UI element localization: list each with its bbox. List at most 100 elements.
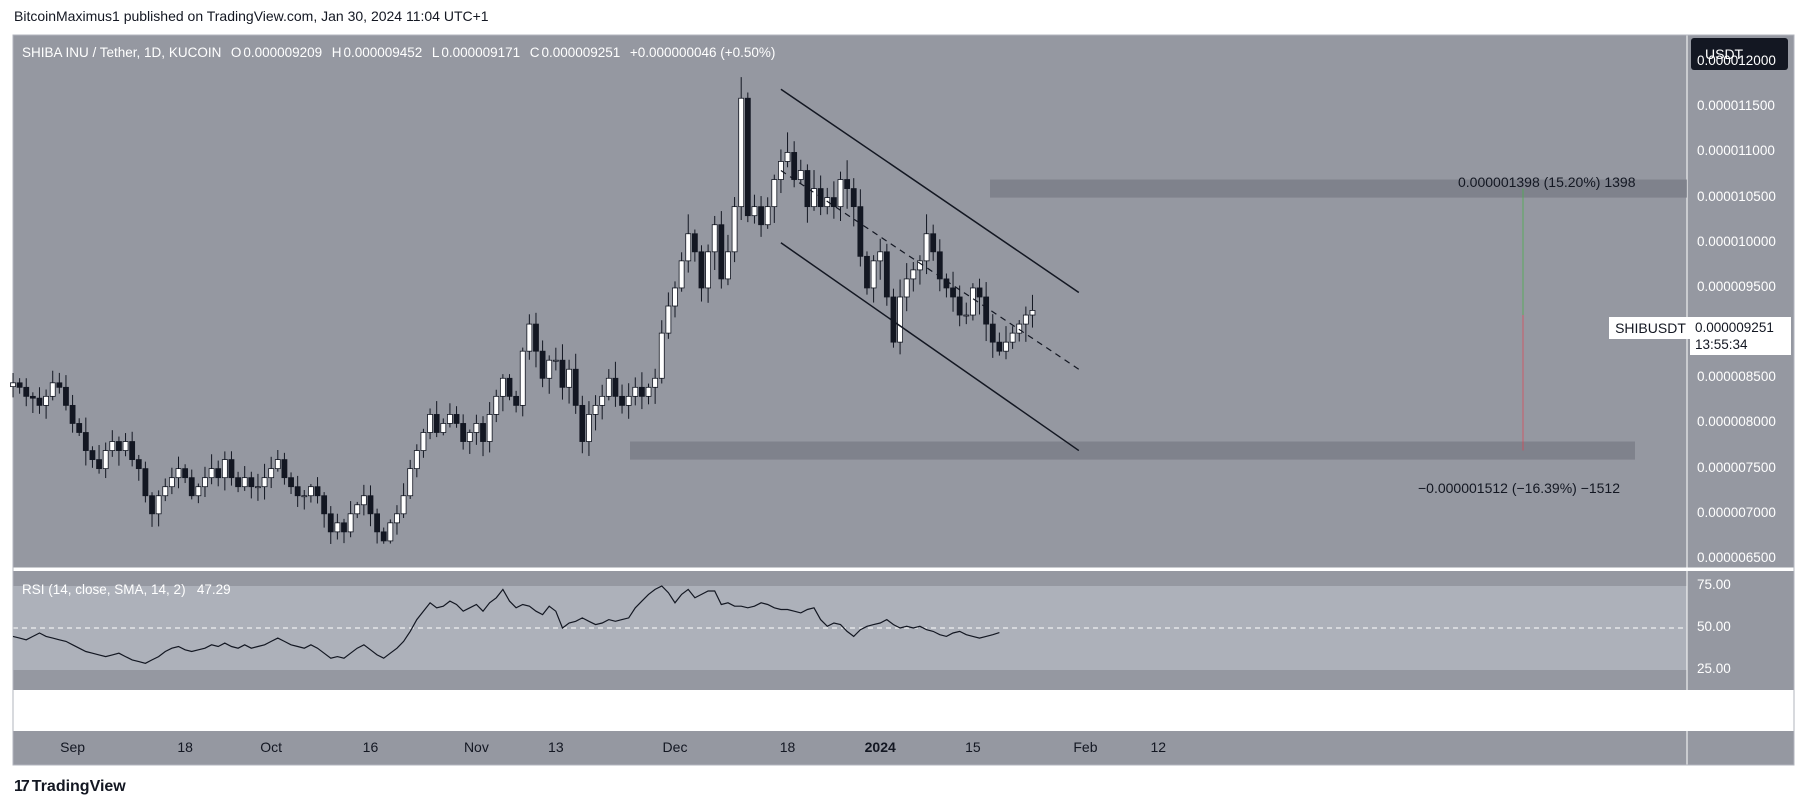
candle-down [844,179,851,189]
candle-up [241,477,248,488]
candle-down [804,170,811,208]
legend-symbol: SHIBA INU / Tether, 1D, KUCOIN [22,45,222,60]
candle-down [314,486,321,497]
candle-up [499,377,506,397]
rsi-axis-label: 75.00 [1697,577,1731,592]
candle-up [566,368,572,388]
candle-up [109,441,116,451]
candle-up [261,477,268,488]
rsi-legend[interactable]: RSI (14, close, SMA, 14, 2) 47.29 [22,582,231,597]
zones [630,179,1687,460]
measure-down-label: −0.000001512 (−16.39%) −1512 [1418,480,1621,496]
published-by: BitcoinMaximus1 published on TradingView… [14,8,489,24]
candle-down [506,377,513,397]
candle-up [1003,341,1009,352]
currency-button[interactable]: USDT [1691,38,1788,70]
tradingview-logo[interactable]: 17 TradingView [14,778,126,796]
price-axis-label: 0.000010500 [1697,188,1776,204]
candle-down [228,459,235,479]
candle-up [420,432,427,451]
time-axis-label: 13 [548,739,564,755]
measure-up-label: 0.000001398 (15.20%) 1398 [1458,174,1636,190]
candle-down [327,513,334,533]
candle-up [672,287,678,307]
legend-close: 0.000009251 [541,45,621,60]
candle-down [374,513,381,533]
candle-up [486,414,493,442]
candle-down [142,468,149,497]
candle-down [380,531,387,542]
candle-down [248,477,255,488]
candle-down [850,188,857,208]
candle-up [678,260,685,289]
candle-up [751,206,758,217]
rsi-axis-pane [1687,571,1794,691]
rsi-legend-value: 47.29 [196,582,231,597]
candle-down [116,441,122,451]
price-tag-countdown: 13:55:34 [1695,337,1748,352]
price-axis-label: 0.000008000 [1697,414,1776,430]
candle-down [698,251,705,289]
price-axis-label: 0.000009500 [1697,278,1776,294]
candle-up [797,170,804,180]
candle-up [400,495,407,515]
candle-up [705,251,711,289]
candle-up [1022,314,1029,325]
legend-close-label: C [529,45,540,60]
candle-up [837,179,844,208]
price-axis-pane [1687,35,1794,568]
candle-down [758,206,764,226]
time-axis-label: Dec [662,739,688,755]
candle-down [96,459,102,470]
time-axis-corner [1687,731,1794,765]
candle-down [29,395,36,399]
symbol-legend[interactable]: SHIBA INU / Tether, 1D, KUCOIN O 0.000009… [22,45,777,60]
candle-down [943,278,950,289]
time-axis-label: 12 [1150,739,1167,755]
candle-up [546,359,553,379]
candle-down [69,404,76,424]
candle-up [466,432,473,442]
rsi-axis-label: 0.000000000 [1697,698,1776,713]
candle-up [43,395,49,406]
candle-down [433,414,440,433]
candle-down [63,386,69,406]
candle-up [1016,323,1023,334]
legend-open: 0.000009209 [243,45,323,60]
rsi-axis-label: 25.00 [1697,661,1731,676]
candle-up [307,486,314,497]
candle-up [1029,310,1036,316]
candle-down [930,233,937,253]
candle-up [122,441,129,451]
candle-down [182,468,189,479]
support-zone [630,441,1635,460]
candle-up [473,423,480,433]
time-axis-label: 18 [779,739,796,755]
price-axis-label: 0.000006500 [1697,549,1776,565]
candle-down [294,486,301,497]
candle-up [49,382,56,397]
candle-down [281,459,288,479]
tradingview-logo-mark: 17 [14,778,30,795]
candle-up [195,486,202,497]
candle-down [235,477,241,488]
candle-up [665,305,672,334]
candle-up [764,206,771,226]
price-axis-label: 0.000008500 [1697,369,1776,385]
candle-up [221,459,228,479]
candle-down [539,350,546,379]
candle-up [168,477,175,488]
price-axis-label: 0.000011500 [1697,98,1775,114]
candle-down [215,468,222,479]
candle-up [354,504,361,515]
time-axis-label: 2024 [864,739,896,755]
candle-down [691,233,698,253]
candle-up [301,495,308,498]
resistance-zone [990,179,1687,198]
time-axis-label: Sep [60,739,86,755]
candle-down [619,395,625,406]
candle-down [639,386,645,397]
candle-up [387,522,394,542]
descending-channel [780,88,1080,452]
